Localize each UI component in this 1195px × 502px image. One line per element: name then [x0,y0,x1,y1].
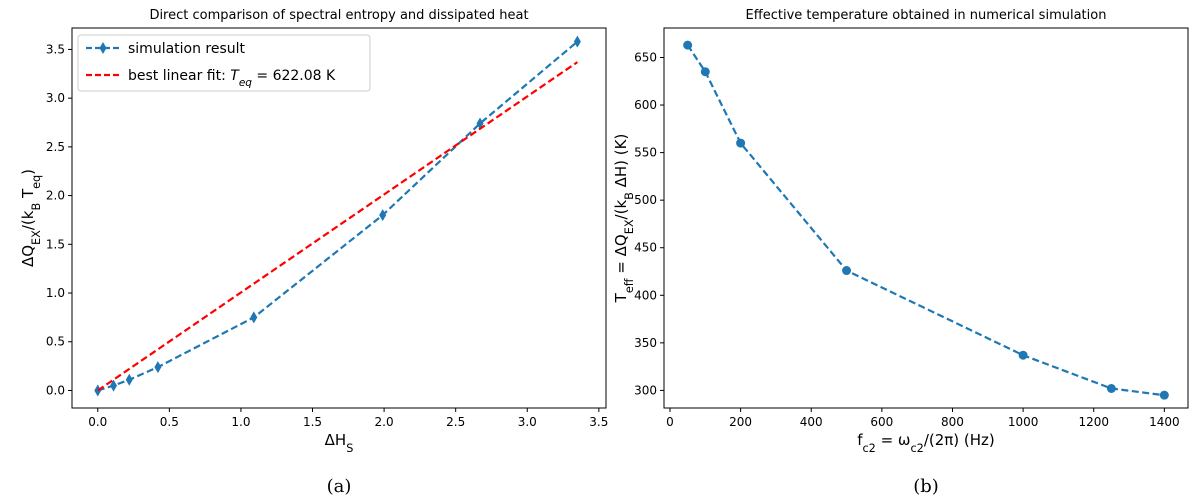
data-point-circle [683,40,693,50]
y-tick-label: 3.5 [46,42,65,56]
y-tick-label: 1.0 [46,286,65,300]
panel-b-x-axis-label: fc2 = ωc2/(2π) (Hz) [857,431,995,455]
panel-a-frame [71,27,607,409]
series-1-line [97,61,579,392]
y-tick-label: 2.0 [46,189,65,203]
panel-a-legend: simulation result best linear fit: Teq =… [77,34,371,92]
series-0-line [686,44,1165,397]
data-point-circle [1018,350,1028,360]
y-tick-label: 3.0 [46,91,65,105]
panel-a-chart: Direct comparison of spectral entropy an… [19,8,608,497]
data-point-diamond [250,311,258,324]
panel-b-chart: Effective temperature obtained in numeri… [612,8,1189,497]
legend-label-fit: best linear fit: Teq = 622.08 K [128,68,336,89]
x-tick-label: 3.0 [518,415,537,429]
x-tick-label: 3.5 [589,415,608,429]
data-point-circle [700,67,710,77]
y-tick-label: 550 [634,146,657,160]
x-tick-label: 1000 [1008,415,1039,429]
panel-a-x-ticks: 0.0 0.5 1.0 1.5 2.0 2.5 3.0 3.5 [88,408,608,429]
panel-b-frame [663,27,1189,409]
data-point-diamond [379,209,387,222]
x-tick-label: 1400 [1149,415,1180,429]
panel-a-y-ticks: 0.0 0.5 1.0 1.5 2.0 2.5 3.0 3.5 [46,42,72,397]
y-tick-label: 600 [634,98,657,112]
panel-a-label: (a) [327,476,352,497]
data-point-diamond [154,361,162,374]
x-tick-label: 400 [800,415,823,429]
legend-diamond-marker [99,42,107,54]
x-tick-label: 0 [666,415,674,429]
y-tick-label: 0.5 [46,335,65,349]
x-tick-label: 0.0 [88,415,107,429]
data-point-diamond [125,373,133,386]
x-tick-label: 1.5 [303,415,322,429]
legend-label-simulation: simulation result [128,41,246,57]
x-tick-label: 1.0 [231,415,250,429]
y-tick-label: 2.5 [46,140,65,154]
panel-b-title: Effective temperature obtained in numeri… [746,8,1107,23]
y-tick-label: 400 [634,288,657,302]
x-tick-label: 0.5 [160,415,179,429]
x-tick-label: 1200 [1078,415,1109,429]
data-point-diamond [110,379,118,392]
panel-a-x-axis-label: ΔHS [325,431,354,455]
y-tick-label: 500 [634,193,657,207]
data-point-circle [736,138,746,148]
panel-a-y-axis-label: ΔQEX/(kB Teq) [19,169,43,267]
y-tick-label: 0.0 [46,383,65,397]
x-tick-label: 800 [941,415,964,429]
panel-a-title: Direct comparison of spectral entropy an… [149,8,528,23]
y-tick-label: 350 [634,336,657,350]
x-tick-label: 600 [870,415,893,429]
panel-b-x-ticks: 0 200 400 600 800 1000 1200 1400 [666,408,1180,429]
y-tick-label: 1.5 [46,237,65,251]
panel-a-plot [94,35,581,397]
legend-frame [77,34,371,92]
panel-b-plot [683,40,1169,400]
data-point-circle [1106,384,1116,394]
x-tick-label: 2.5 [446,415,465,429]
series-0-line [97,40,579,392]
data-point-diamond [94,384,102,397]
y-tick-label: 450 [634,241,657,255]
y-tick-label: 300 [634,383,657,397]
panel-b-y-ticks: 300 350 400 450 500 550 600 650 [634,50,664,397]
x-tick-label: 200 [729,415,752,429]
x-tick-label: 2.0 [375,415,394,429]
data-point-diamond [573,35,581,48]
y-tick-label: 650 [634,50,657,64]
data-point-circle [1159,390,1169,400]
panel-b-label: (b) [913,476,939,497]
data-point-circle [842,266,852,276]
panel-b-y-axis-label: Teff = ΔQEX/(kB ΔH) (K) [612,134,636,304]
